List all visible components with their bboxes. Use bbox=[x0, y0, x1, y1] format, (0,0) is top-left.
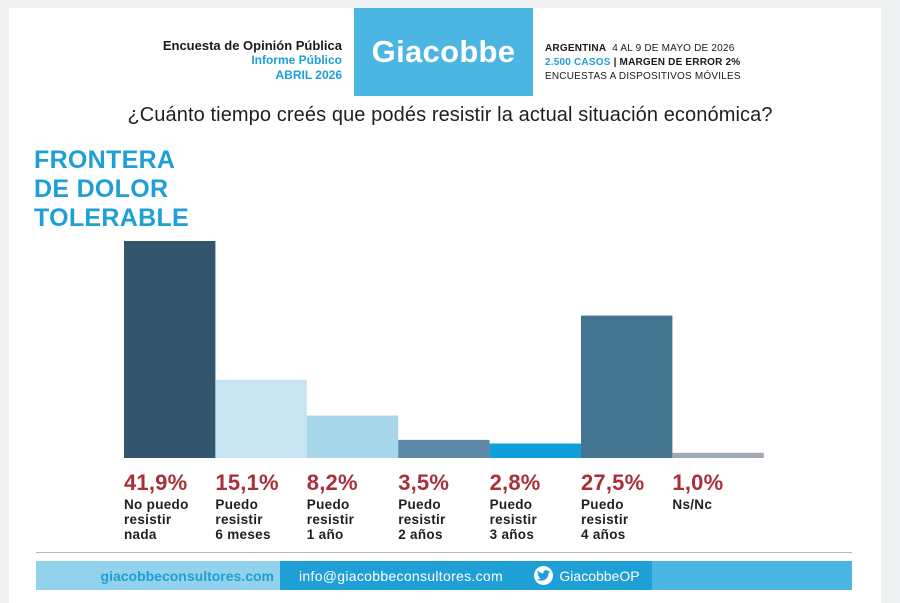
value-label-3: 8,2% bbox=[306, 470, 358, 495]
survey-details: ARGENTINA 4 AL 9 DE MAYO DE 2026 2.500 C… bbox=[545, 42, 741, 84]
value-label-2: 15,1% bbox=[215, 470, 279, 495]
report-period: ABRIL 2026 bbox=[275, 68, 342, 82]
value-label-5: 2,8% bbox=[489, 470, 541, 495]
brand-logo: Giacobbe bbox=[354, 8, 533, 96]
footer-divider bbox=[36, 552, 852, 553]
value-label-7: 1,0% bbox=[672, 470, 724, 495]
survey-question: ¿Cuánto tiempo creés que podés resistir … bbox=[127, 104, 773, 126]
section-title-line-2: DE DOLOR bbox=[34, 175, 169, 203]
bar-3 bbox=[306, 415, 399, 458]
section-title-line-1: FRONTERA bbox=[34, 146, 176, 174]
email-link[interactable]: info@giacobbeconsultores.com bbox=[280, 561, 522, 590]
value-label-1: 41,9% bbox=[124, 470, 188, 495]
section-title-line-3: TOLERABLE bbox=[34, 204, 190, 232]
bar-5 bbox=[489, 443, 581, 458]
twitter-icon bbox=[534, 566, 554, 585]
website-link[interactable]: giacobbeconsultores.com bbox=[36, 561, 280, 590]
twitter-link[interactable]: GiacobbeOP bbox=[522, 561, 652, 590]
survey-header: Encuesta de Opinión Pública Informe Públ… bbox=[0, 38, 342, 83]
value-label-6: 27,5% bbox=[581, 470, 645, 495]
survey-method: ENCUESTAS A DISPOSITIVOS MÓVILES bbox=[545, 71, 741, 82]
category-label-5: Puedo resistir 3 años bbox=[489, 497, 538, 542]
survey-margin: | MARGEN DE ERROR 2% bbox=[613, 57, 741, 68]
bar-6 bbox=[581, 315, 673, 458]
category-label-7: Ns/Nc bbox=[672, 497, 713, 512]
survey-dates: 4 AL 9 DE MAYO DE 2026 bbox=[612, 43, 735, 54]
category-label-2: Puedo resistir 6 meses bbox=[215, 497, 271, 542]
survey-title: Encuesta de Opinión Pública bbox=[162, 38, 342, 53]
twitter-handle: GiacobbeOP bbox=[559, 567, 640, 584]
category-label-1: No puedo resistir nada bbox=[124, 497, 189, 542]
bar-4 bbox=[398, 439, 490, 458]
bar-7 bbox=[672, 452, 764, 458]
category-label-6: Puedo resistir 4 años bbox=[581, 497, 629, 542]
footer-bar: giacobbeconsultores.com info@giacobbecon… bbox=[36, 561, 852, 590]
survey-country: ARGENTINA bbox=[545, 43, 607, 54]
bar-1 bbox=[124, 241, 216, 458]
report-type: Informe Público bbox=[251, 53, 342, 67]
survey-cases: 2.500 CASOS bbox=[545, 57, 611, 68]
bar-2 bbox=[215, 379, 307, 458]
section-title: FRONTERA DE DOLOR TOLERABLE bbox=[34, 146, 189, 233]
value-label-4: 3,5% bbox=[398, 470, 450, 495]
category-label-3: Puedo resistir 1 año bbox=[306, 497, 355, 542]
category-label-4: Puedo resistir 2 años bbox=[398, 497, 446, 542]
